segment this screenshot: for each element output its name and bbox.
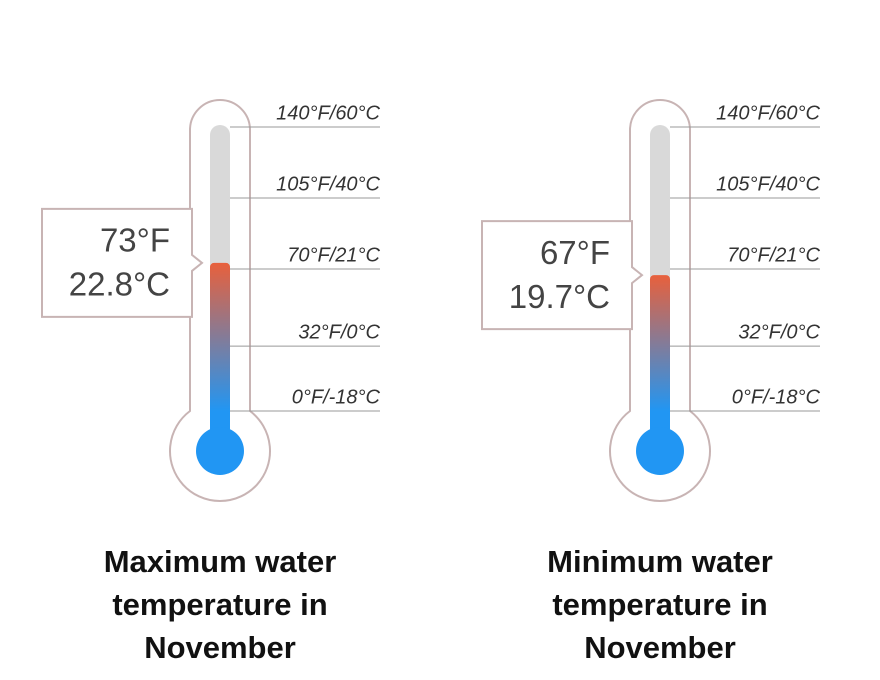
y-tick-label: 105°F/40°C bbox=[276, 173, 380, 195]
secondary-value-label: 22.8°C bbox=[69, 266, 170, 303]
y-tick-label: 140°F/60°C bbox=[716, 102, 820, 124]
secondary-value-label: 19.7°C bbox=[509, 278, 610, 315]
y-tick-label: 105°F/40°C bbox=[716, 173, 820, 195]
mercury bbox=[210, 262, 230, 451]
bulb bbox=[636, 427, 684, 475]
y-tick-label: 70°F/21°C bbox=[727, 244, 820, 266]
chart-title: Minimum water temperature in November bbox=[547, 544, 773, 665]
y-tick-label: 32°F/0°C bbox=[738, 321, 820, 343]
callout bbox=[41, 207, 204, 318]
y-tick-label: 140°F/60°C bbox=[276, 102, 380, 124]
value-label: 73°F bbox=[100, 222, 170, 259]
callout bbox=[481, 220, 644, 331]
chart-title: Maximum water temperature in November bbox=[103, 544, 337, 665]
y-tick-label: 32°F/0°C bbox=[298, 321, 380, 343]
mercury bbox=[650, 275, 670, 451]
y-tick-label: 70°F/21°C bbox=[287, 244, 380, 266]
value-label: 67°F bbox=[540, 234, 610, 271]
y-tick-label: 0°F/-18°C bbox=[292, 386, 381, 408]
y-tick-label: 0°F/-18°C bbox=[732, 386, 821, 408]
bulb bbox=[196, 427, 244, 475]
